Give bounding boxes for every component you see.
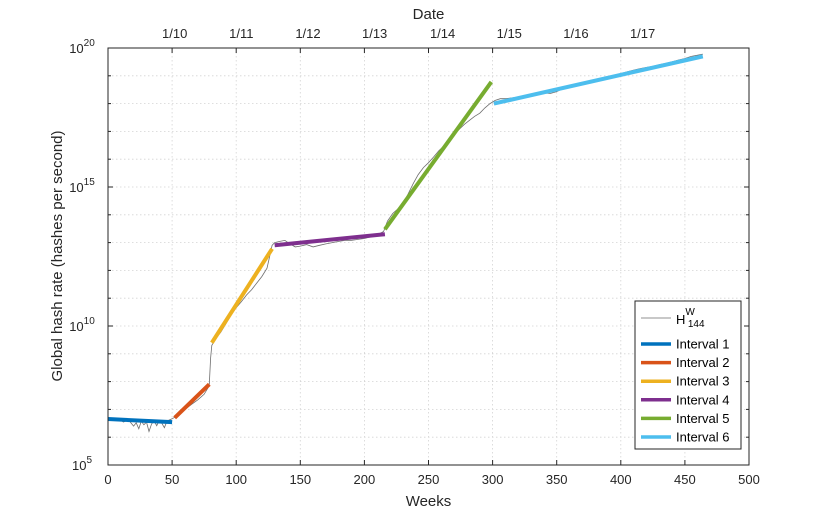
grid-lines [108, 48, 749, 465]
x-axis-title: Weeks [406, 493, 452, 510]
x-tick-label: 350 [546, 472, 568, 487]
y-axis-title: Global hash rate (hashes per second) [49, 131, 66, 382]
legend-label-hash-rate: HW 144 [676, 307, 705, 330]
interval-1-fit-line [107, 417, 173, 425]
legend-label-interval-3: Interval 3 [676, 374, 729, 389]
legend-box [634, 300, 742, 450]
legend: HW 144 Interval 1 Interval 2 Interval 3 Inter… [634, 300, 742, 450]
top-tick-label: 1/17 [630, 26, 655, 41]
x-tick-label: 500 [738, 472, 760, 487]
top-tick-label: 1/10 [162, 26, 187, 41]
y-tick-label: 1015 [69, 177, 95, 195]
top-tick-label: 1/16 [563, 26, 588, 41]
x-axis-ticks: 0 50 100 150 200 250 300 350 400 450 500 [104, 48, 760, 487]
x-tick-label: 250 [418, 472, 440, 487]
top-tick-label: 1/14 [430, 26, 455, 41]
x-tick-label: 150 [289, 472, 311, 487]
interval-6-fit-line [493, 54, 704, 106]
x-tick-label: 200 [354, 472, 376, 487]
x-tick-label: 50 [165, 472, 179, 487]
interval-3-fit-line [210, 247, 274, 344]
top-axis-title: Date [413, 6, 445, 23]
top-tick-label: 1/13 [362, 26, 387, 41]
top-axis-ticks: 1/10 1/11 1/12 1/13 1/14 1/15 1/16 1/17 [162, 26, 655, 41]
legend-label-interval-6: Interval 6 [676, 430, 729, 445]
x-tick-label: 400 [610, 472, 632, 487]
interval-4-fit-line [274, 232, 386, 248]
x-tick-label: 0 [104, 472, 111, 487]
legend-label-interval-4: Interval 4 [676, 392, 729, 407]
top-tick-label: 1/15 [497, 26, 522, 41]
x-tick-label: 300 [482, 472, 504, 487]
y-tick-label: 1020 [69, 38, 95, 56]
interval-fit-lines [107, 54, 704, 425]
interval-5-fit-line [383, 80, 493, 231]
y-axis-ticks: 105 1010 1015 1020 [69, 38, 749, 473]
legend-label-interval-2: Interval 2 [676, 355, 729, 370]
legend-label-interval-1: Interval 1 [676, 337, 729, 352]
y-tick-label: 105 [72, 455, 92, 473]
top-tick-label: 1/11 [229, 26, 253, 41]
legend-label-interval-5: Interval 5 [676, 411, 729, 426]
interval-2-fit-line [173, 382, 211, 420]
top-tick-label: 1/12 [295, 26, 320, 41]
x-tick-label: 450 [674, 472, 696, 487]
y-tick-label: 1010 [69, 316, 95, 334]
x-tick-label: 100 [225, 472, 247, 487]
